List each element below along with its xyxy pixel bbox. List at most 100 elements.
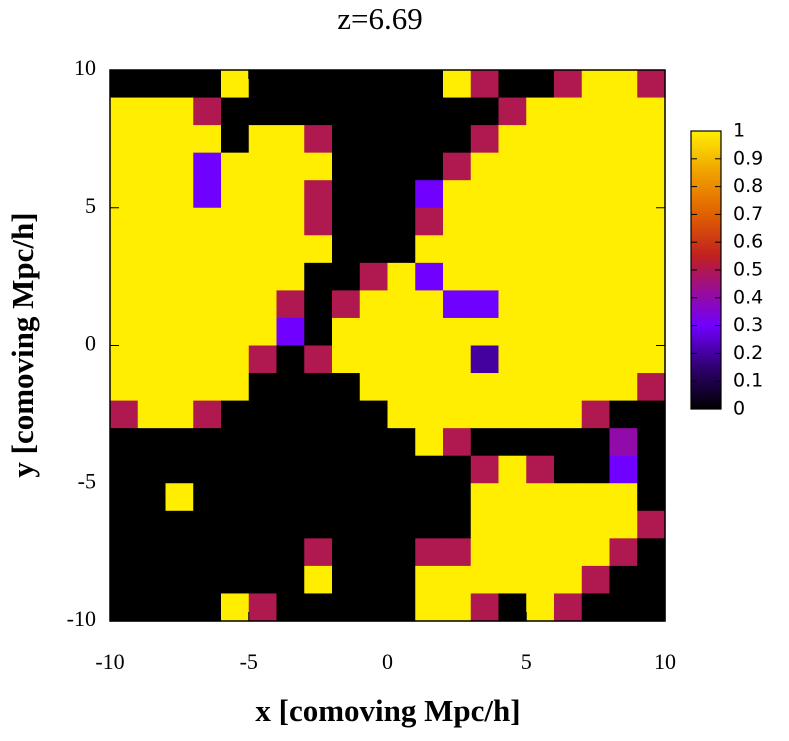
heatmap-cell (276, 428, 305, 457)
heatmap-cell (526, 262, 555, 291)
heatmap-cell (637, 428, 666, 457)
heatmap-cell (415, 510, 444, 539)
heatmap-cell (110, 125, 139, 154)
heatmap-cell (276, 593, 305, 622)
heatmap-cell (137, 290, 167, 319)
heatmap-cell (165, 400, 194, 429)
heatmap-cell (137, 593, 167, 622)
heatmap-cell (609, 235, 638, 264)
heatmap-cell (470, 97, 500, 126)
heatmap-cell (470, 70, 500, 99)
heatmap-cell (387, 317, 416, 347)
heatmap-cell (637, 290, 666, 319)
heatmap-cell (581, 345, 611, 374)
heatmap-cell (304, 207, 333, 236)
heatmap-cell (137, 125, 167, 154)
heatmap-cell (193, 373, 222, 402)
colorbar-tick-label: 0.5 (733, 259, 763, 281)
heatmap-cell (221, 207, 250, 236)
heatmap-cell (110, 593, 139, 622)
colorbar-tick-label: 0.4 (733, 286, 763, 308)
heatmap-cell (470, 455, 500, 484)
y-tick-label: -5 (78, 468, 96, 493)
heatmap-cell (581, 97, 611, 126)
heatmap-cell (498, 455, 527, 484)
heatmap-cell (332, 345, 361, 374)
heatmap-cell (304, 455, 333, 484)
y-tick-label: 0 (85, 331, 96, 356)
heatmap-cell (415, 70, 444, 99)
heatmap-cell (359, 207, 389, 236)
heatmap-cell (165, 125, 194, 154)
heatmap-cell (609, 70, 638, 99)
heatmap-cell (498, 125, 527, 154)
heatmap-cell (498, 152, 527, 181)
colorbar-tick-label: 0.8 (733, 175, 763, 197)
chart-title: z=6.69 (337, 1, 423, 36)
heatmap-cell (554, 97, 583, 126)
heatmap-cell (554, 400, 583, 429)
heatmap-cell (387, 483, 416, 512)
heatmap-cell (609, 290, 638, 319)
heatmap-cell (470, 207, 500, 236)
heatmap-cell (470, 152, 500, 181)
heatmap-cell (359, 538, 389, 567)
heatmap-cell (304, 345, 333, 374)
heatmap-cell (221, 235, 250, 264)
y-tick-label: 5 (85, 193, 96, 218)
heatmap-cell (276, 152, 305, 181)
heatmap-cell (554, 180, 583, 209)
colorbar-tick-label: 0.3 (733, 314, 763, 336)
heatmap-cell (276, 373, 305, 402)
heatmap-cell (498, 290, 527, 319)
heatmap-cell (387, 455, 416, 484)
heatmap-cell (581, 565, 611, 595)
heatmap-cell (276, 235, 305, 264)
heatmap-cell (554, 593, 583, 622)
heatmap-cell (526, 538, 555, 567)
heatmap-cell (332, 180, 361, 209)
heatmap-cell (332, 373, 361, 402)
heatmap-cell (554, 565, 583, 595)
heatmap-cell (387, 400, 416, 429)
heatmap-cell (137, 235, 167, 264)
heatmap-cell (221, 428, 250, 457)
colorbar-tick-label: 0.2 (733, 342, 763, 364)
x-axis-label: x [comoving Mpc/h] (255, 693, 520, 728)
heatmap-cell (554, 125, 583, 154)
heatmap-cell (165, 235, 194, 264)
heatmap-cell (276, 400, 305, 429)
heatmap-cell (137, 400, 167, 429)
heatmap-cell (581, 483, 611, 512)
heatmap-cell (276, 180, 305, 209)
heatmap-cell (304, 152, 333, 181)
heatmap-cell (359, 125, 389, 154)
heatmap-cell (526, 290, 555, 319)
heatmap-cell (165, 455, 194, 484)
heatmap-cell (276, 125, 305, 154)
heatmap-cell (193, 70, 222, 99)
heatmap-cell (221, 593, 250, 622)
heatmap-cell (332, 593, 361, 622)
heatmap-cell (276, 483, 305, 512)
heatmap-cell (470, 593, 500, 622)
heatmap-cell (193, 97, 222, 126)
heatmap-cell (304, 565, 333, 595)
heatmap-cell (110, 262, 139, 291)
heatmap-cell (609, 565, 638, 595)
heatmap-cell (387, 373, 416, 402)
heatmap-cell (443, 373, 472, 402)
heatmap-cell (359, 97, 389, 126)
heatmap-cell (359, 373, 389, 402)
heatmap-cell (637, 565, 666, 595)
heatmap-cell (609, 152, 638, 181)
heatmap-cell (359, 400, 389, 429)
heatmap-cell (581, 290, 611, 319)
heatmap-cell (581, 70, 611, 99)
heatmap-cell (609, 180, 638, 209)
heatmap-cell (498, 262, 527, 291)
heatmap-cell (137, 510, 167, 539)
heatmap-cell (387, 207, 416, 236)
heatmap-cell (165, 70, 194, 99)
